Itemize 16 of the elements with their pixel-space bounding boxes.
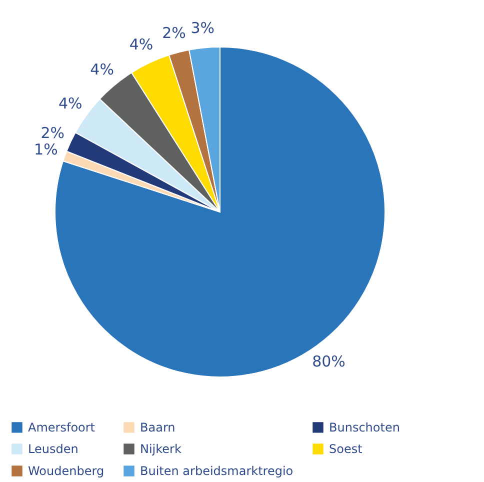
legend-label: Leusden	[28, 442, 78, 456]
legend-label: Soest	[329, 442, 363, 456]
legend-label: Buiten arbeidsmarktregio	[140, 464, 294, 478]
legend-label: Baarn	[140, 420, 176, 434]
legend-label: Bunschoten	[329, 420, 400, 434]
data-label: 3%	[190, 18, 214, 37]
legend-label: Amersfoort	[28, 420, 96, 434]
legend-label: Nijkerk	[140, 442, 182, 456]
data-label: 2%	[162, 24, 186, 42]
data-label: 4%	[90, 60, 114, 78]
legend-label: Woudenberg	[28, 464, 104, 478]
data-label: 4%	[58, 94, 82, 112]
data-label: 1%	[34, 140, 58, 158]
data-label: 80%	[312, 352, 346, 371]
data-label: 4%	[129, 36, 154, 54]
data-label: 2%	[40, 124, 65, 142]
